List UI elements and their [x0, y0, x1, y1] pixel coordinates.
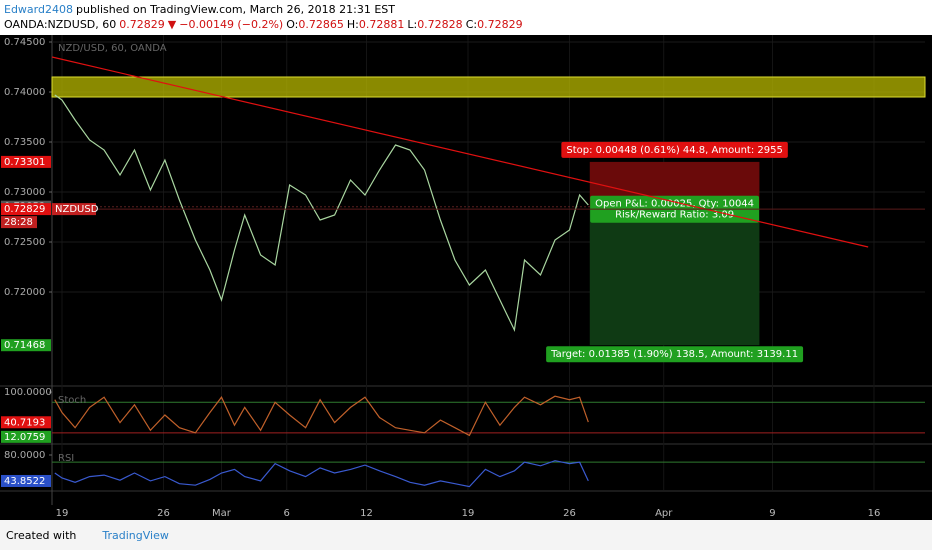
change: −0.00149 (−0.2%) [179, 18, 284, 31]
symbol: OANDA:NZDUSD, 60 [4, 18, 117, 31]
label-bg [546, 346, 804, 363]
price-label: 0.72829 [4, 204, 45, 215]
y-tick-label: 0.73000 [4, 187, 45, 198]
x-tick-label: 19 [56, 508, 69, 519]
y-tick-label: 80.0000 [4, 450, 45, 461]
series-line [54, 94, 589, 333]
ohlc-label: O: [286, 18, 299, 31]
price-label-bg [1, 339, 51, 352]
ohlc-value: 0.72865 [298, 18, 344, 31]
label-box: Stop: 0.00448 (0.61%) 44.8, Amount: 2955 [561, 141, 788, 158]
price-label-bg [1, 155, 51, 168]
ohlc-value: 0.72881 [358, 18, 405, 31]
pane-title: RSI [58, 453, 74, 464]
trendline [51, 56, 869, 248]
resistance-zone [51, 76, 926, 98]
x-tick-label: 9 [769, 508, 775, 519]
price-label-bg [1, 430, 51, 443]
pane-title: Stoch [58, 395, 86, 406]
countdown-bg [1, 216, 37, 229]
x-tick-label: 16 [868, 508, 881, 519]
price-label: 43.8522 [4, 476, 45, 487]
y-tick-label: 100.0000 [4, 387, 52, 398]
background [0, 35, 932, 520]
x-tick-label: 26 [157, 508, 170, 519]
symbol-tag: NZDUSD [55, 204, 99, 215]
position-label: Open P&L: 0.00025, Qty: 10044 [595, 199, 754, 210]
position-label: Stop: 0.00448 (0.61%) 44.8, Amount: 2955 [566, 145, 782, 156]
last: 0.72829 [119, 18, 165, 31]
header-line: OANDA:NZDUSD, 60 0.72829 ▼ −0.00149 (−0.2%)… [4, 17, 928, 32]
position-label: Risk/Reward Ratio: 3.09 [615, 210, 734, 221]
y-tick-label: 0.74000 [4, 87, 45, 98]
pane: 100.0000 Stoch 40.7193 12.0759 [1, 387, 925, 443]
published: published on TradingView.com, March 26, … [75, 3, 395, 16]
price-label: 0.71468 [4, 340, 45, 351]
author[interactable]: Edward2408 [4, 3, 73, 16]
ohlc: O:0.72865 H:0.72881 L:0.72828 C:0.72829 [286, 18, 525, 31]
target-zone [589, 206, 760, 346]
ohlc-value: 0.72829 [477, 18, 523, 31]
label-box: Target: 0.01385 (1.90%) 138.5, Amount: 3… [546, 346, 804, 363]
price-label-bg [1, 203, 51, 216]
symbol-tag-bg [52, 203, 96, 216]
arrow: ▼ [167, 18, 177, 31]
label-bg [561, 141, 788, 158]
pane: 80.0000 RSI 43.8522 [1, 450, 925, 488]
created-with: Created with [6, 528, 77, 542]
ohlc-label: H: [346, 18, 359, 31]
x-tick-label: Apr [655, 508, 673, 519]
brand[interactable]: TradingView [102, 528, 169, 542]
chart: 19 26 Mar 6 12 19 26 Apr 9 16 0.74500 0.74000 0.7350… [0, 35, 932, 520]
price-label-bg [1, 474, 51, 487]
price-label-bg [1, 416, 51, 429]
pane: 0.74500 0.74000 0.73500 0.73000 0.72500 0.720… [1, 37, 926, 363]
ohlc-label: L: [407, 18, 418, 31]
header: Edward2408 published on TradingView.com, … [0, 0, 932, 35]
y-tick-label: 0.73500 [4, 137, 45, 148]
x-tick-label: 19 [462, 508, 475, 519]
price-label: 12.0759 [4, 432, 45, 443]
ohlc-label: C: [465, 18, 478, 31]
header-line: Edward2408 published on TradingView.com, … [4, 2, 928, 17]
series-line [54, 395, 589, 437]
series-line [54, 460, 589, 488]
y-tick-label: 0.72500 [4, 237, 45, 248]
y-tick-label: 0.74500 [4, 37, 45, 48]
x-tick-label: 6 [284, 508, 290, 519]
x-tick-label: 26 [563, 508, 576, 519]
price-label: 40.7193 [4, 417, 45, 428]
ohlc-value: 0.72828 [417, 18, 463, 31]
pane-title: NZD/USD, 60, OANDA [58, 43, 167, 54]
x-tick-label: Mar [212, 508, 232, 519]
countdown: 28:28 [4, 217, 33, 228]
footer: Created with TradingView [0, 520, 932, 550]
y-tick-label: 0.72000 [4, 287, 45, 298]
position-label: Target: 0.01385 (1.90%) 138.5, Amount: 3… [550, 349, 798, 360]
price-label: 0.73301 [4, 157, 45, 168]
x-tick-label: 12 [360, 508, 373, 519]
